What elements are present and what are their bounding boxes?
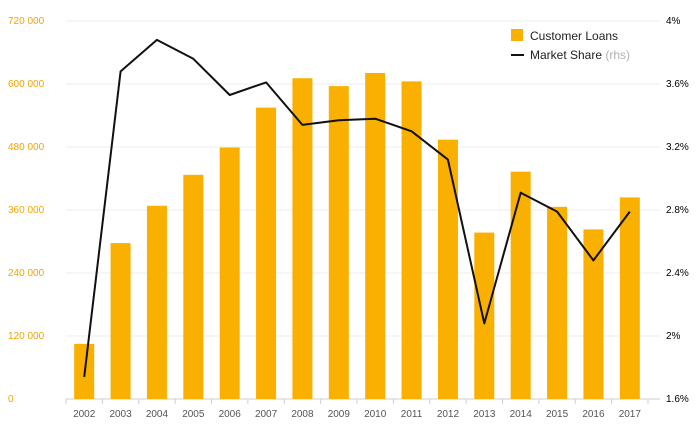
x-tick-label: 2016 xyxy=(582,409,605,420)
x-tick-label: 2009 xyxy=(328,409,351,420)
bar xyxy=(183,174,204,399)
x-tick-label: 2003 xyxy=(109,409,132,420)
y-left-tick-label: 600 000 xyxy=(8,79,45,90)
y-right-tick-label: 2% xyxy=(666,331,681,342)
legend-label-customer-loans: Customer Loans xyxy=(530,29,618,43)
legend-label-market-share: Market Share (rhs) xyxy=(530,48,630,62)
y-left-tick-label: 0 xyxy=(8,394,14,405)
bar xyxy=(510,171,531,399)
x-tick-label: 2008 xyxy=(291,409,314,420)
y-left-tick-label: 240 000 xyxy=(8,268,45,279)
bar xyxy=(146,205,167,399)
bar xyxy=(365,72,386,399)
legend-label-rhs-suffix: (rhs) xyxy=(605,48,630,62)
market-share-line xyxy=(83,38,631,378)
y-right-tick-label: 4% xyxy=(666,16,681,27)
legend-swatch-bar xyxy=(511,29,523,41)
x-tick-label: 2013 xyxy=(473,409,496,420)
y-left-tick-label: 720 000 xyxy=(8,16,45,27)
x-tick-label: 2017 xyxy=(619,409,642,420)
bar xyxy=(401,81,422,399)
x-tick-label: 2014 xyxy=(510,409,533,420)
x-tick-label: 2006 xyxy=(219,409,242,420)
y-right-tick-label: 1.6% xyxy=(666,394,689,405)
y-right-tick-label: 3.2% xyxy=(666,142,689,153)
y-right-tick-label: 2.8% xyxy=(666,205,689,216)
bar xyxy=(292,78,313,399)
bar xyxy=(328,86,349,399)
y-right-tick-label: 3.6% xyxy=(666,79,689,90)
y-left-tick-label: 480 000 xyxy=(8,142,45,153)
y-right-tick-label: 2.4% xyxy=(666,268,689,279)
bar xyxy=(256,107,277,399)
x-tick-label: 2015 xyxy=(546,409,569,420)
x-tick-label: 2007 xyxy=(255,409,278,420)
bar xyxy=(619,197,640,399)
bar xyxy=(474,232,495,399)
x-tick-label: 2004 xyxy=(146,409,169,420)
x-tick-label: 2010 xyxy=(364,409,387,420)
x-tick-label: 2002 xyxy=(73,409,96,420)
x-tick-label: 2005 xyxy=(182,409,205,420)
x-tick-label: 2012 xyxy=(437,409,460,420)
bar xyxy=(110,243,131,399)
bar xyxy=(437,139,458,399)
bar xyxy=(583,229,604,399)
x-tick-label: 2011 xyxy=(401,409,423,420)
y-left-tick-label: 360 000 xyxy=(8,205,45,216)
y-left-tick-label: 120 000 xyxy=(8,331,45,342)
bar xyxy=(547,206,568,399)
bar xyxy=(219,147,240,399)
